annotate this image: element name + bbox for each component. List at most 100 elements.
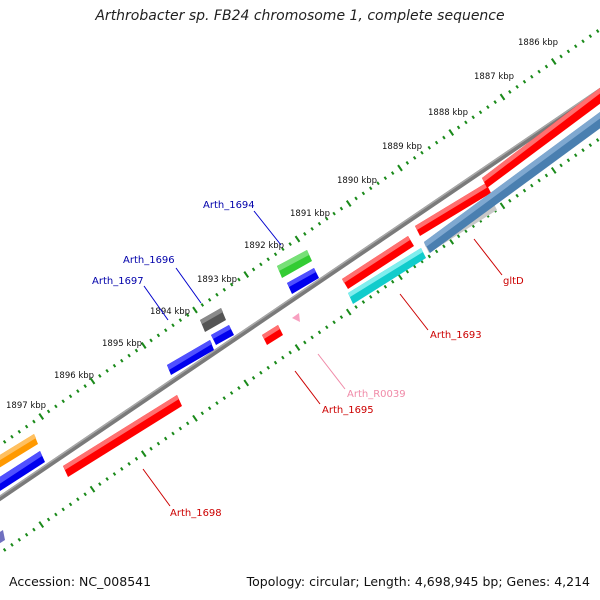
gene-arrow-arth-1693[interactable] — [342, 236, 414, 289]
major-tick — [550, 58, 557, 65]
gene-arrow-arth-1693-cyan[interactable] — [348, 248, 426, 304]
minor-tick — [573, 44, 578, 49]
gene-arrow-arth-1697[interactable] — [0, 451, 45, 491]
minor-tick — [259, 262, 263, 267]
accession-text: Accession: NC_008541 — [9, 574, 152, 589]
minor-tick — [405, 161, 410, 165]
gene-label-arth-r0039: Arth_R0039 — [347, 389, 406, 400]
major-tick — [38, 521, 45, 529]
minor-tick — [105, 368, 109, 373]
gene-arrow-arth-1697[interactable] — [167, 340, 214, 375]
minor-tick — [310, 226, 314, 231]
minor-tick — [566, 49, 571, 54]
map-title: Arthrobacter sp. FB24 chromosome 1, comp… — [95, 8, 505, 24]
minor-tick — [83, 492, 87, 497]
genome-stats-text: Topology: circular; Length: 4,698,945 bp… — [246, 574, 590, 589]
minor-tick — [120, 467, 124, 471]
minor-tick — [427, 254, 432, 259]
minor-tick — [332, 211, 336, 216]
minor-tick — [163, 328, 168, 333]
gene-arrow-purple[interactable] — [0, 530, 5, 545]
minor-tick — [229, 391, 234, 395]
minor-tick — [310, 335, 314, 340]
major-tick — [140, 342, 147, 349]
minor-tick — [354, 305, 358, 309]
gene-arrow-red[interactable] — [482, 88, 600, 188]
minor-tick — [10, 542, 14, 547]
major-tick — [243, 379, 250, 387]
chromosome-backbone — [0, 87, 600, 502]
minor-tick — [339, 315, 344, 320]
gene-labels: Arth_1694 Arth_1696 Arth_1697 gltD Arth_… — [92, 200, 524, 519]
kbp-label: 1895 kbp — [102, 339, 142, 349]
minor-tick — [405, 269, 410, 274]
minor-tick — [478, 110, 483, 115]
minor-tick — [354, 196, 358, 201]
minor-tick — [127, 353, 131, 358]
minor-tick — [515, 84, 519, 89]
minor-tick — [544, 64, 549, 69]
major-tick — [140, 450, 147, 458]
gene-arrow-green[interactable] — [277, 250, 312, 278]
minor-tick — [207, 297, 212, 302]
minor-tick — [368, 186, 373, 191]
gene-label-arth-1697: Arth_1697 — [92, 276, 144, 287]
kbp-label: 1896 kbp — [54, 371, 94, 381]
minor-tick — [178, 318, 183, 323]
gene-arrow-arth-r0039[interactable] — [292, 313, 300, 322]
gene-arrow-steel[interactable] — [424, 112, 600, 253]
gene-label-arth-1698: Arth_1698 — [170, 508, 222, 519]
gene-label-arth-1696: Arth_1696 — [123, 255, 175, 266]
minor-tick — [207, 406, 212, 411]
gene-arrow-gltd[interactable] — [415, 183, 491, 236]
major-tick — [243, 271, 250, 278]
minor-tick — [185, 421, 190, 426]
minor-tick — [464, 120, 468, 125]
minor-tick — [508, 198, 512, 203]
kbp-label: 1894 kbp — [150, 307, 190, 317]
minor-tick — [530, 183, 534, 188]
minor-tick — [595, 29, 600, 33]
minor-tick — [383, 284, 388, 289]
minor-tick — [376, 181, 380, 186]
chromosome-backbone-highlight — [0, 87, 600, 498]
minor-tick — [24, 532, 29, 537]
minor-tick — [383, 176, 388, 181]
gene-arrow-arth-1695[interactable] — [262, 325, 283, 345]
minor-tick — [98, 374, 102, 378]
gene-arrow-arth-1696[interactable] — [211, 325, 234, 345]
minor-tick — [530, 74, 534, 79]
minor-tick — [200, 303, 205, 307]
gene-arrow-orange[interactable] — [0, 434, 38, 468]
minor-tick — [98, 482, 102, 486]
minor-tick — [32, 419, 36, 424]
minor-tick — [456, 125, 461, 130]
minor-tick — [215, 401, 219, 406]
major-tick — [294, 235, 301, 243]
minor-tick — [61, 399, 65, 404]
minor-tick — [581, 39, 585, 44]
minor-tick — [303, 232, 307, 236]
minor-tick — [471, 115, 475, 120]
major-tick — [38, 413, 45, 420]
minor-tick — [237, 386, 241, 390]
minor-tick — [215, 292, 219, 297]
minor-tick — [566, 158, 571, 163]
gene-arrow-arth-1698[interactable] — [63, 395, 182, 477]
minor-tick — [303, 340, 307, 345]
minor-tick — [112, 363, 117, 368]
major-tick — [448, 129, 455, 136]
minor-tick — [559, 54, 563, 59]
minor-tick — [273, 252, 278, 257]
kbp-labels: 1886 kbp 1887 kbp 1888 kbp 1889 kbp 1890… — [6, 38, 558, 411]
minor-tick — [10, 434, 14, 439]
reverse-strand-features — [0, 112, 600, 545]
forward-strand-features — [0, 88, 600, 491]
gene-arrow-gray[interactable] — [200, 308, 226, 332]
minor-tick — [361, 300, 366, 304]
minor-tick — [229, 282, 234, 287]
minor-tick — [76, 497, 80, 502]
minor-tick — [68, 502, 73, 507]
gene-arrow-arth-1694[interactable] — [287, 268, 319, 294]
